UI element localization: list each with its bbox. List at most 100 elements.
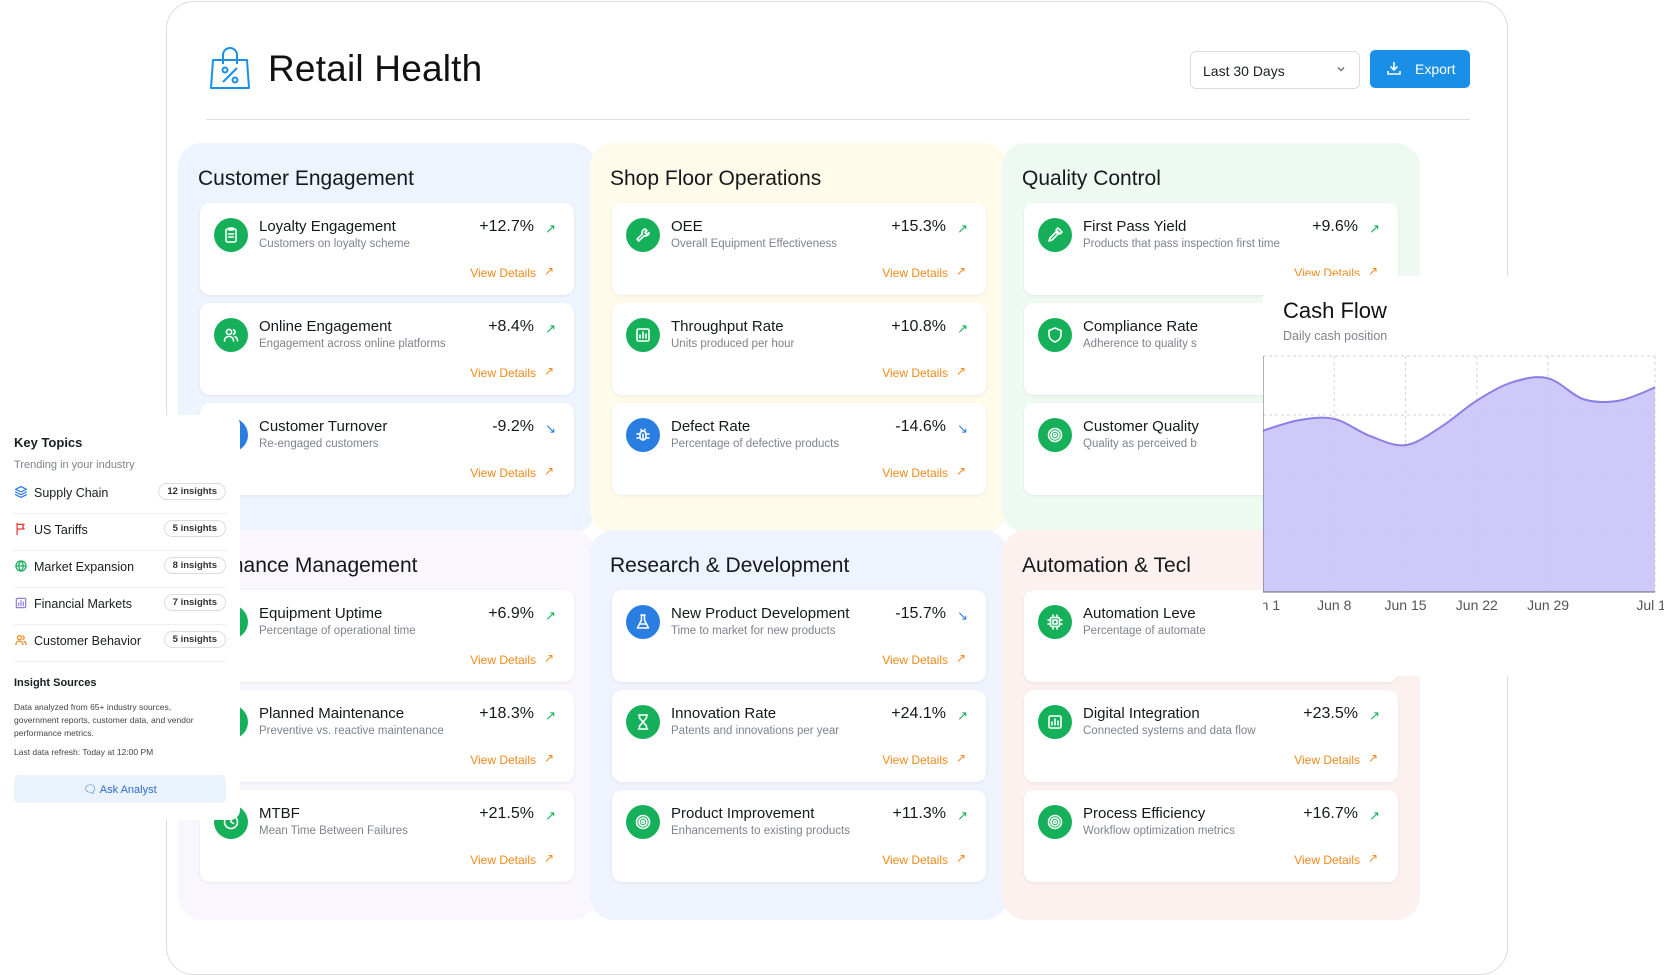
metric-name: Digital Integration bbox=[1083, 705, 1200, 722]
metric-description: Products that pass inspection first time bbox=[1083, 238, 1280, 250]
metric-card[interactable]: Customer Turnover Re-engaged customers -9.… bbox=[200, 403, 574, 495]
shield-icon bbox=[1048, 327, 1062, 343]
metric-card[interactable]: MTBF Mean Time Between Failures +21.5% View… bbox=[200, 790, 574, 882]
panel-title: Customer Engagement bbox=[198, 167, 414, 190]
bug-icon bbox=[636, 428, 650, 441]
topic-label: Financial Markets bbox=[34, 597, 132, 611]
wrench-icon bbox=[636, 228, 650, 242]
metric-icon bbox=[1038, 805, 1072, 839]
insight-count-badge: 8 insights bbox=[163, 557, 226, 574]
trend-up-icon: ↗ bbox=[957, 808, 968, 823]
view-details-link[interactable]: View Details bbox=[470, 853, 536, 867]
metric-card[interactable]: Process Efficiency Workflow optimization … bbox=[1024, 790, 1398, 882]
trend-up-icon: ↗ bbox=[545, 221, 556, 236]
panel-title: Shop Floor Operations bbox=[610, 167, 822, 190]
panel-title: Quality Control bbox=[1022, 167, 1161, 190]
view-details-link[interactable]: View Details bbox=[470, 466, 536, 480]
pipette-icon bbox=[1048, 227, 1063, 242]
chart-title: Cash Flow bbox=[1283, 298, 1387, 323]
trend-up-icon: ↗ bbox=[1369, 808, 1380, 823]
target-icon bbox=[1047, 427, 1063, 443]
metric-icon bbox=[1038, 218, 1072, 252]
view-details-link[interactable]: View Details bbox=[882, 266, 948, 280]
metric-icon bbox=[1038, 318, 1072, 352]
view-details-link[interactable]: View Details bbox=[882, 366, 948, 380]
metric-value: +10.8% bbox=[891, 318, 946, 335]
topic-item[interactable]: Financial Markets 7 insights bbox=[14, 586, 226, 625]
metric-icon bbox=[626, 218, 660, 252]
view-details-link[interactable]: View Details bbox=[882, 853, 948, 867]
metric-value: +24.1% bbox=[891, 705, 946, 722]
topic-label: Market Expansion bbox=[34, 560, 135, 574]
metric-value: +23.5% bbox=[1303, 705, 1358, 722]
date-range-select[interactable]: Last 30 Days bbox=[1190, 51, 1360, 89]
topic-item[interactable]: US Tariffs 5 insights bbox=[14, 512, 226, 551]
users-icon bbox=[15, 635, 27, 646]
metric-description: Overall Equipment Effectiveness bbox=[671, 238, 837, 250]
metric-card[interactable]: OEE Overall Equipment Effectiveness +15.3%… bbox=[612, 203, 986, 295]
metric-name: New Product Development bbox=[671, 605, 850, 622]
metric-card[interactable]: Loyalty Engagement Customers on loyalty s… bbox=[200, 203, 574, 295]
metric-description: Quality as perceived b bbox=[1083, 438, 1197, 450]
view-details-link[interactable]: View Details bbox=[470, 653, 536, 667]
view-details-link[interactable]: View Details bbox=[882, 653, 948, 667]
metric-name: OEE bbox=[671, 218, 703, 235]
external-link-icon: ↗ bbox=[543, 751, 554, 765]
metric-value: -14.6% bbox=[895, 418, 946, 435]
metric-name: Automation Leve bbox=[1083, 605, 1196, 622]
view-details-link[interactable]: View Details bbox=[882, 753, 948, 767]
key-topics-subtitle: Trending in your industry bbox=[14, 459, 135, 471]
metric-card[interactable]: Online Engagement Engagement across onlin… bbox=[200, 303, 574, 395]
view-details-link[interactable]: View Details bbox=[470, 753, 536, 767]
ask-analyst-button[interactable]: 🗨 Ask Analyst bbox=[14, 775, 226, 803]
cpu-icon bbox=[1047, 614, 1063, 630]
metric-name: Customer Turnover bbox=[259, 418, 388, 435]
external-link-icon: ↗ bbox=[543, 264, 554, 278]
metric-icon bbox=[626, 418, 660, 452]
topic-item[interactable]: Supply Chain 12 insights bbox=[14, 475, 226, 514]
insight-sources-text: Data analyzed from 65+ industry sources,… bbox=[14, 702, 194, 738]
key-topics-panel: Key Topics Trending in your industry Sup… bbox=[0, 415, 240, 820]
trend-up-icon: ↗ bbox=[957, 708, 968, 723]
cash-flow-card: Cash Flow Daily cash position $0.0M$0.5M… bbox=[1263, 276, 1664, 676]
metric-card[interactable]: Digital Integration Connected systems and… bbox=[1024, 690, 1398, 782]
x-tick-label: Jun 22 bbox=[1456, 597, 1498, 613]
metric-card[interactable]: Innovation Rate Patents and innovations p… bbox=[612, 690, 986, 782]
insight-count-badge: 5 insights bbox=[163, 520, 226, 537]
metric-name: Loyalty Engagement bbox=[259, 218, 396, 235]
metric-icon bbox=[626, 605, 660, 639]
external-link-icon: ↗ bbox=[1367, 264, 1378, 278]
metric-name: Online Engagement bbox=[259, 318, 392, 335]
metric-card[interactable]: Defect Rate Percentage of defective produ… bbox=[612, 403, 986, 495]
view-details-link[interactable]: View Details bbox=[470, 266, 536, 280]
metric-description: Percentage of operational time bbox=[259, 625, 416, 637]
panel-title: Research & Development bbox=[610, 554, 850, 577]
metric-card[interactable]: Product Improvement Enhancements to exist… bbox=[612, 790, 986, 882]
panel-quality-control: Quality Control First Pass Yield Products … bbox=[1002, 143, 1420, 533]
insight-count-badge: 7 insights bbox=[163, 594, 226, 611]
bar-chart-icon bbox=[15, 597, 27, 609]
view-details-link[interactable]: View Details bbox=[882, 466, 948, 480]
external-link-icon: ↗ bbox=[955, 464, 966, 478]
metric-icon bbox=[1038, 705, 1072, 739]
metric-value: +15.3% bbox=[891, 218, 946, 235]
x-tick-label: Jun 15 bbox=[1385, 597, 1427, 613]
metric-description: Engagement across online platforms bbox=[259, 338, 446, 350]
export-button[interactable]: Export bbox=[1370, 50, 1470, 88]
view-details-link[interactable]: View Details bbox=[470, 366, 536, 380]
insight-count-badge: 12 insights bbox=[158, 483, 226, 500]
chart-subtitle: Daily cash position bbox=[1283, 329, 1388, 343]
trend-up-icon: ↗ bbox=[545, 608, 556, 623]
view-details-link[interactable]: View Details bbox=[1294, 853, 1360, 867]
topic-item[interactable]: Market Expansion 8 insights bbox=[14, 549, 226, 588]
metric-card[interactable]: Throughput Rate Units produced per hour +1… bbox=[612, 303, 986, 395]
panel-title: intenance Management bbox=[198, 554, 418, 577]
topic-item[interactable]: Customer Behavior 5 insights bbox=[14, 623, 226, 662]
metric-card[interactable]: New Product Development Time to market fo… bbox=[612, 590, 986, 682]
metric-value: +11.3% bbox=[892, 805, 946, 822]
metric-card[interactable]: Equipment Uptime Percentage of operationa… bbox=[200, 590, 574, 682]
metric-card[interactable]: Planned Maintenance Preventive vs. reacti… bbox=[200, 690, 574, 782]
view-details-link[interactable]: View Details bbox=[1294, 753, 1360, 767]
metric-description: Preventive vs. reactive maintenance bbox=[259, 725, 444, 737]
